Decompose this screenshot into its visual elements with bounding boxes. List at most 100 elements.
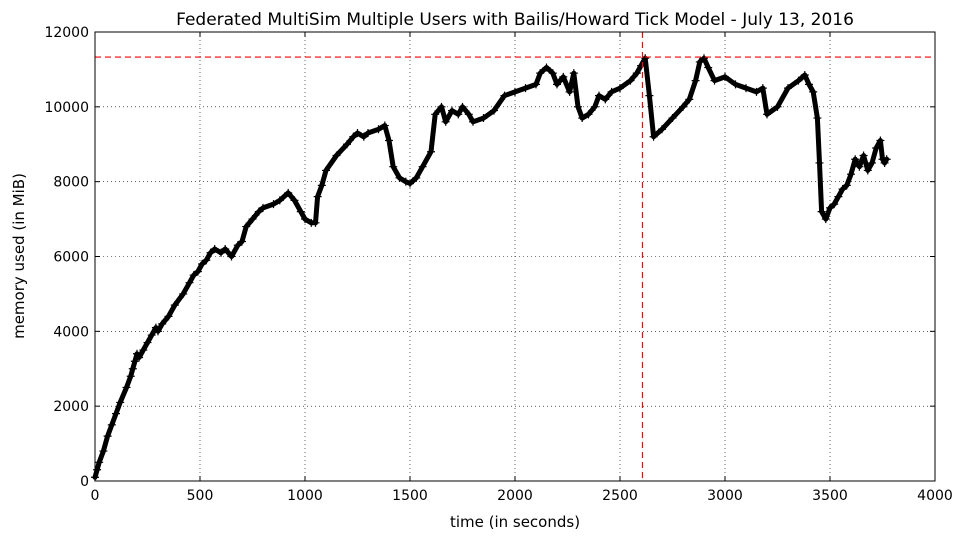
- data-point: [578, 114, 587, 123]
- data-point: [322, 166, 330, 175]
- data-point: [645, 91, 654, 100]
- data-point: [135, 353, 144, 362]
- data-point: [359, 132, 368, 141]
- data-point: [93, 465, 102, 474]
- data-point: [317, 181, 326, 190]
- data-point: [521, 84, 530, 93]
- x-tick-label: 3500: [812, 488, 848, 504]
- data-point: [548, 69, 557, 78]
- data-point: [427, 147, 435, 156]
- data-point: [185, 278, 194, 287]
- data-point: [116, 398, 125, 407]
- data-point: [794, 76, 803, 85]
- data-point: [731, 80, 740, 89]
- x-tick-label: 3000: [707, 488, 743, 504]
- data-point: [418, 162, 427, 171]
- data-point: [536, 69, 545, 78]
- data-point: [198, 259, 207, 268]
- data-point: [649, 132, 658, 141]
- data-point: [784, 84, 792, 93]
- data-point: [882, 155, 891, 164]
- data-point: [206, 248, 215, 257]
- data-point: [685, 95, 694, 104]
- data-point: [469, 117, 477, 126]
- data-point: [112, 409, 120, 418]
- data-point: [842, 181, 851, 190]
- data-point: [143, 338, 152, 347]
- data-point: [542, 63, 551, 72]
- data-point: [158, 319, 167, 328]
- data-point: [826, 203, 834, 212]
- x-tick-label: 500: [187, 488, 214, 504]
- data-point: [607, 87, 616, 96]
- y-tick-label: 6000: [53, 250, 89, 266]
- x-tick-label: 0: [91, 488, 100, 504]
- data-point: [553, 80, 561, 89]
- data-point: [868, 158, 876, 167]
- data-point: [863, 166, 872, 175]
- data-point: [269, 200, 278, 209]
- data-point: [290, 196, 299, 205]
- data-point: [742, 84, 750, 93]
- data-point: [464, 110, 473, 119]
- data-point: [830, 200, 839, 209]
- data-point: [532, 80, 540, 89]
- data-point: [700, 54, 708, 63]
- data-point: [815, 158, 824, 167]
- data-point: [401, 177, 410, 186]
- data-point: [412, 173, 421, 182]
- data-point: [154, 327, 162, 336]
- data-point: [511, 87, 519, 96]
- data-point: [758, 84, 767, 93]
- x-tick-label: 4000: [917, 488, 953, 504]
- data-point: [389, 162, 398, 171]
- data-point: [189, 271, 198, 280]
- data-point: [668, 114, 677, 123]
- data-point: [99, 447, 108, 456]
- data-point: [773, 102, 782, 111]
- data-point: [565, 87, 574, 96]
- data-point: [500, 91, 509, 100]
- data-series: [91, 54, 891, 482]
- y-tick-label: 10000: [44, 100, 89, 116]
- y-tick-label: 2000: [53, 399, 89, 415]
- data-point: [122, 383, 131, 392]
- data-point: [385, 136, 393, 145]
- data-point: [458, 102, 467, 111]
- data-point: [217, 248, 225, 257]
- data-point: [437, 102, 446, 111]
- x-tick-label: 1500: [392, 488, 428, 504]
- data-point: [817, 207, 826, 216]
- data-point: [616, 84, 624, 93]
- data-point: [147, 331, 156, 340]
- data-point: [103, 432, 112, 441]
- x-tick-label: 2500: [602, 488, 638, 504]
- data-point: [313, 192, 322, 201]
- data-point: [632, 69, 641, 78]
- data-point: [431, 110, 440, 119]
- data-point: [658, 125, 666, 134]
- data-point: [343, 140, 351, 149]
- data-point: [679, 102, 687, 111]
- data-point: [374, 125, 383, 134]
- data-point: [128, 364, 137, 373]
- data-point: [641, 54, 650, 63]
- data-point: [851, 155, 860, 164]
- y-axis-title: memory used (in MiB): [10, 173, 28, 339]
- data-point: [238, 237, 246, 246]
- data-point: [809, 87, 818, 96]
- data-point: [559, 72, 568, 81]
- axis-ticks: 0 500 1000 1500 2000 2500 3000 3500 4000 0 2000 400…: [44, 25, 952, 504]
- data-point: [574, 102, 582, 111]
- y-tick-label: 4000: [53, 324, 89, 340]
- data-point: [855, 162, 864, 171]
- data-point: [349, 132, 358, 141]
- data-point: [107, 420, 116, 429]
- y-tick-label: 12000: [44, 25, 89, 41]
- series-line: [92, 55, 890, 480]
- data-point: [193, 267, 202, 276]
- data-point: [721, 72, 729, 81]
- data-point: [805, 80, 813, 89]
- data-point: [248, 215, 257, 224]
- data-point: [296, 207, 305, 216]
